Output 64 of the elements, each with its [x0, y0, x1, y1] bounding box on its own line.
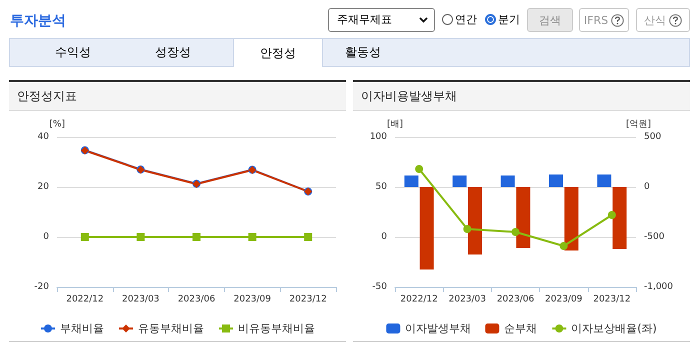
point	[560, 242, 568, 250]
point	[512, 228, 520, 236]
bar	[420, 187, 434, 270]
x-tick-label: 2023/03	[122, 294, 160, 304]
y-tick-label: 100	[370, 132, 388, 142]
x-tick-label: 2023/09	[234, 294, 272, 304]
point	[192, 233, 200, 241]
y-tick-label: 40	[38, 132, 50, 142]
bar	[452, 176, 467, 187]
legend-label: 순부채	[504, 322, 538, 335]
text: 분기	[498, 13, 520, 26]
y-tick-label: -50	[372, 282, 388, 292]
legend-label: 부채비율	[60, 322, 104, 335]
chart-title: 안정성지표	[9, 82, 346, 111]
x-tick-label: 2022/12	[66, 294, 104, 304]
point	[415, 165, 424, 173]
y-tick-label: 0	[381, 232, 388, 242]
point	[248, 233, 256, 241]
point	[608, 211, 616, 219]
x-tick-label: 2023/06	[496, 294, 534, 304]
bar	[612, 187, 627, 249]
point	[463, 225, 472, 233]
y2-tick-label: 0	[644, 182, 650, 192]
bar	[549, 174, 563, 187]
x-tick-label: 2023/12	[593, 294, 631, 304]
y2-tick-label: -500	[644, 232, 665, 242]
text: 성장성	[154, 44, 192, 61]
bar	[468, 187, 482, 254]
legend-label: 비유동부채비율	[238, 322, 315, 335]
y2-tick-label: -1,000	[644, 282, 674, 292]
text: 활동성	[344, 44, 382, 61]
legend-label: 유동부채비율	[138, 322, 204, 335]
text: 검색	[527, 8, 573, 32]
y-axis-title: [배]	[386, 120, 403, 130]
legend-label: 이자발생부채	[405, 322, 472, 335]
point	[80, 233, 89, 241]
x-tick-label: 2023/09	[545, 294, 583, 304]
y2-axis-title: [억원]	[626, 120, 652, 130]
text: IFRS	[579, 8, 629, 32]
y2-tick-label: 500	[644, 132, 662, 142]
chart-title: 이자비용발생부채	[353, 82, 690, 111]
text: 연간	[455, 13, 477, 26]
text: 산식	[636, 8, 690, 32]
bar	[516, 187, 530, 248]
point	[304, 233, 312, 241]
x-tick-label: 2023/03	[448, 294, 486, 304]
y-tick-label: -20	[34, 282, 50, 292]
x-tick-label: 2023/12	[289, 294, 327, 304]
legend-label: 이자보상배율(좌)	[571, 322, 657, 335]
text: 주재무제표	[328, 8, 435, 32]
bar	[564, 187, 578, 250]
bar	[404, 176, 418, 187]
text: 안정성	[233, 38, 323, 67]
y-tick-label: 20	[38, 182, 50, 192]
point	[136, 233, 145, 241]
bar	[597, 174, 612, 187]
x-tick-label: 2023/06	[178, 294, 216, 304]
x-tick-label: 2022/12	[400, 294, 438, 304]
text: 수익성	[54, 44, 92, 61]
y-tick-label: 0	[43, 232, 50, 242]
y-tick-label: 50	[376, 182, 388, 192]
y-axis-title: [%]	[49, 120, 65, 130]
bar	[500, 176, 515, 187]
text: 투자분석	[10, 12, 66, 30]
